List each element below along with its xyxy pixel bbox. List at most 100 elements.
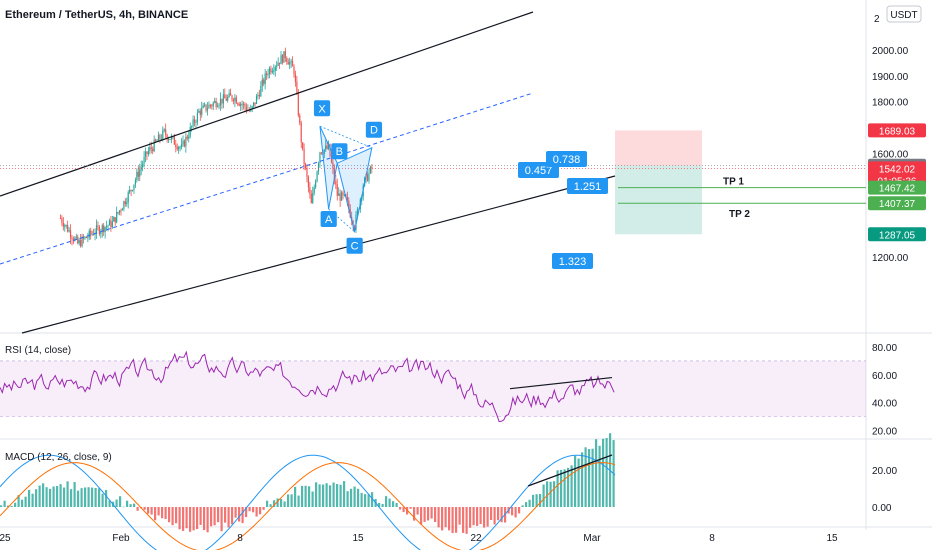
macd-histogram-bar (532, 494, 535, 507)
candle-body (113, 217, 115, 222)
macd-histogram-bar (154, 507, 157, 521)
channel-upper-line[interactable] (0, 11, 534, 197)
candle (303, 143, 305, 171)
candle-body (165, 129, 167, 135)
pattern-ratio: 1.323 (559, 256, 587, 268)
macd-histogram-bar (259, 507, 262, 515)
candle-body (64, 225, 66, 227)
candle-body (235, 97, 237, 104)
take-profit-zone[interactable] (615, 165, 702, 235)
pattern-point-X: X (318, 103, 326, 115)
price-tick-label: 1800.00 (872, 98, 909, 109)
candle-body (117, 212, 119, 214)
macd-tick-label: 0.00 (872, 503, 892, 514)
macd-histogram-bar (45, 487, 48, 507)
macd-histogram-bar (301, 485, 304, 507)
candle-body (97, 225, 99, 228)
candle (302, 142, 304, 151)
macd-histogram-bar (402, 507, 405, 513)
price-tag-label: 1287.05 (879, 230, 916, 241)
candle (140, 160, 142, 176)
macd-histogram-bar (262, 507, 265, 510)
candle (165, 123, 167, 139)
candle-body (289, 62, 291, 65)
candle-body (142, 163, 144, 167)
candle-body (293, 66, 295, 75)
pattern-xab[interactable] (319, 126, 338, 210)
candle-body (59, 218, 62, 220)
candle (201, 101, 203, 118)
candle (88, 228, 90, 241)
candle (274, 65, 276, 77)
macd-histogram-bar (591, 448, 594, 507)
channel-mid-line[interactable] (0, 92, 534, 265)
price-tag (868, 227, 926, 242)
candle (74, 235, 76, 242)
candle-body (264, 73, 266, 84)
candle-body (319, 152, 321, 164)
candle (283, 51, 285, 63)
macd-histogram-bar (80, 488, 83, 507)
macd-histogram-bar (294, 486, 297, 507)
macd-histogram-bar (17, 495, 20, 507)
candle (104, 226, 106, 239)
candle (310, 190, 312, 204)
macd-divergence-line[interactable] (527, 454, 613, 487)
candle-body (245, 107, 248, 111)
macd-histogram-bar (203, 507, 206, 531)
macd-histogram-bar (423, 507, 426, 522)
candle-body (304, 163, 307, 168)
rsi-tick-label: 80.00 (872, 343, 897, 354)
macd-histogram-bar (24, 496, 27, 507)
macd-histogram-bar (497, 507, 500, 521)
candle (237, 102, 239, 107)
candle-body (299, 115, 301, 123)
candle (204, 102, 206, 108)
macd-histogram-bar (122, 506, 125, 508)
macd-histogram-bar (161, 507, 164, 519)
currency-button[interactable] (886, 5, 922, 23)
candle (299, 113, 301, 126)
candle-body (218, 105, 220, 107)
candle (235, 95, 237, 104)
macd-histogram-bar (10, 505, 13, 507)
candle-body (155, 139, 157, 142)
candle-body (343, 194, 346, 196)
pattern-point-D-bg (365, 121, 383, 138)
macd-histogram-bar (521, 505, 524, 507)
candle-body (62, 222, 64, 227)
stop-loss-zone[interactable] (615, 130, 702, 166)
candle-body (133, 184, 135, 191)
candle-body (67, 225, 69, 232)
macd-histogram-bar (241, 507, 244, 524)
candle-body (116, 212, 118, 223)
candle (103, 222, 105, 236)
candle (309, 181, 311, 199)
candle (371, 164, 373, 174)
candle (323, 148, 325, 159)
macd-histogram-bar (427, 507, 430, 521)
macd-histogram-bar (143, 507, 146, 510)
macd-histogram-bar (101, 493, 104, 507)
candle-body (199, 110, 201, 115)
channel-lower-line[interactable] (21, 175, 616, 334)
price-tag (868, 123, 926, 138)
candle (185, 133, 187, 153)
candle (95, 219, 98, 239)
macd-histogram-bar (605, 438, 608, 507)
candle-body (204, 104, 206, 106)
macd-histogram-bar (528, 499, 531, 507)
pattern-point-C-bg (346, 237, 363, 254)
candle (306, 164, 308, 183)
rsi-divergence-line[interactable] (509, 376, 613, 390)
candle (85, 236, 87, 239)
candles (59, 47, 373, 248)
candle (255, 93, 258, 105)
candle (254, 102, 256, 107)
macd-histogram-bar (437, 507, 440, 528)
macd-histogram-bar (598, 445, 601, 507)
candle (65, 224, 67, 229)
candle-body (123, 201, 125, 209)
pattern-bcd[interactable] (336, 146, 373, 232)
